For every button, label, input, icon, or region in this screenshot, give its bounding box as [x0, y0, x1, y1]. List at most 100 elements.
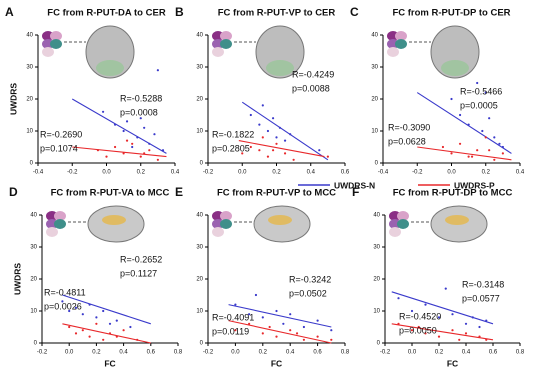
y-tick-label: 40: [196, 33, 203, 39]
point: [441, 145, 445, 149]
x-tick-label: 0.4: [119, 350, 128, 356]
point: [74, 306, 78, 309]
roi-icon: [212, 227, 224, 237]
annotation: R=-0.5466: [460, 86, 502, 96]
point: [302, 338, 305, 341]
roi-icon: [387, 47, 399, 57]
point: [148, 149, 151, 152]
point: [275, 335, 278, 338]
point: [316, 335, 319, 338]
point: [493, 136, 496, 139]
point: [451, 313, 454, 316]
point: [122, 329, 125, 332]
x-axis-label: FC: [271, 358, 282, 368]
x-tick-label: 0.2: [272, 170, 281, 176]
x-tick-label: 0.2: [435, 350, 444, 356]
point: [302, 325, 305, 329]
roi-icon: [220, 31, 232, 41]
fit-line: [62, 294, 151, 325]
cerebellum: [266, 60, 294, 76]
point: [268, 325, 271, 329]
point: [234, 303, 237, 306]
roi-icon: [397, 219, 409, 229]
y-axis-label: UWDRS: [8, 83, 18, 115]
point: [282, 322, 285, 325]
x-tick-label: 0.0: [447, 170, 456, 176]
y-tick-label: 30: [196, 245, 203, 251]
roi-icon: [46, 227, 58, 237]
annotation: R=-0.5288: [120, 93, 162, 103]
annotation: p=0.0088: [292, 83, 330, 93]
cerebellum: [96, 60, 124, 76]
fit-line: [417, 146, 512, 161]
mcc: [268, 215, 292, 225]
panel-label: A: [5, 5, 14, 19]
point: [467, 155, 470, 158]
mcc: [445, 215, 469, 225]
point: [95, 316, 98, 319]
point: [437, 316, 441, 319]
roi-icon: [220, 39, 232, 49]
y-tick-label: 10: [196, 129, 203, 135]
annotation: p=0.0008: [120, 107, 158, 117]
x-tick-label: 0.6: [313, 350, 322, 356]
y-tick-label: 40: [371, 33, 378, 39]
roi-icon: [397, 211, 409, 221]
point: [115, 319, 118, 322]
y-tick-label: 10: [371, 129, 378, 135]
point: [275, 142, 278, 145]
point: [464, 322, 468, 325]
point: [113, 145, 117, 149]
y-tick-label: 10: [26, 129, 33, 135]
annotation: p=0.0628: [388, 136, 426, 146]
x-tick-label: 0.6: [489, 350, 498, 356]
point: [424, 332, 427, 335]
chart-title: FC from R-PUT-VP to MCC: [217, 188, 336, 199]
x-tick-label: -0.2: [67, 170, 78, 176]
x-tick-label: 0.0: [408, 350, 417, 356]
x-tick-label: -0.2: [203, 170, 214, 176]
point: [484, 136, 487, 139]
point: [271, 117, 275, 120]
panel-label: C: [350, 5, 359, 19]
y-tick-label: 30: [26, 65, 33, 71]
fit-line: [238, 140, 325, 158]
annotation: p=0.1074: [40, 143, 78, 153]
panel-label: B: [175, 5, 184, 19]
point: [241, 152, 244, 155]
x-tick-label: 0.0: [231, 350, 240, 356]
fit-line: [228, 320, 332, 344]
chart-title: FC from R-PUT-DP to MCC: [393, 188, 513, 199]
x-tick-label: 0.6: [341, 170, 350, 176]
point: [108, 322, 112, 325]
annotation: p=0.1127: [120, 268, 157, 278]
chart-title: FC from R-PUT-DA to CER: [47, 8, 166, 19]
x-tick-label: 0.6: [147, 350, 156, 356]
mcc: [102, 215, 126, 225]
point: [266, 129, 270, 133]
roi-icon: [54, 211, 66, 221]
point: [470, 155, 474, 158]
cerebellum: [441, 60, 469, 76]
point: [61, 300, 64, 303]
legend-label: UWDRS-N: [334, 180, 375, 190]
point: [249, 113, 252, 117]
y-tick-label: 40: [373, 213, 380, 219]
point: [283, 152, 287, 155]
annotation: R=-0.4249: [292, 69, 334, 79]
point: [261, 316, 264, 319]
panel: 0 10 20 30 40 -0.2 0.0 0.2 0.4 0.6 R=-0.4249 p=0.00…: [175, 5, 350, 175]
y-tick-label: 30: [30, 245, 37, 251]
fit-line: [416, 92, 512, 154]
y-tick-label: 40: [30, 213, 37, 219]
point: [248, 322, 251, 325]
x-tick-label: -0.2: [37, 350, 48, 356]
y-tick-label: 0: [377, 341, 381, 347]
annotation: p=0.2805: [212, 143, 250, 153]
chart-title: FC from R-PUT-DP to CER: [392, 8, 510, 19]
y-tick-label: 20: [196, 97, 203, 103]
y-axis-label: UWDRS: [12, 263, 22, 295]
x-tick-label: 0.0: [238, 170, 247, 176]
point: [88, 335, 91, 338]
roi-icon: [42, 47, 54, 57]
